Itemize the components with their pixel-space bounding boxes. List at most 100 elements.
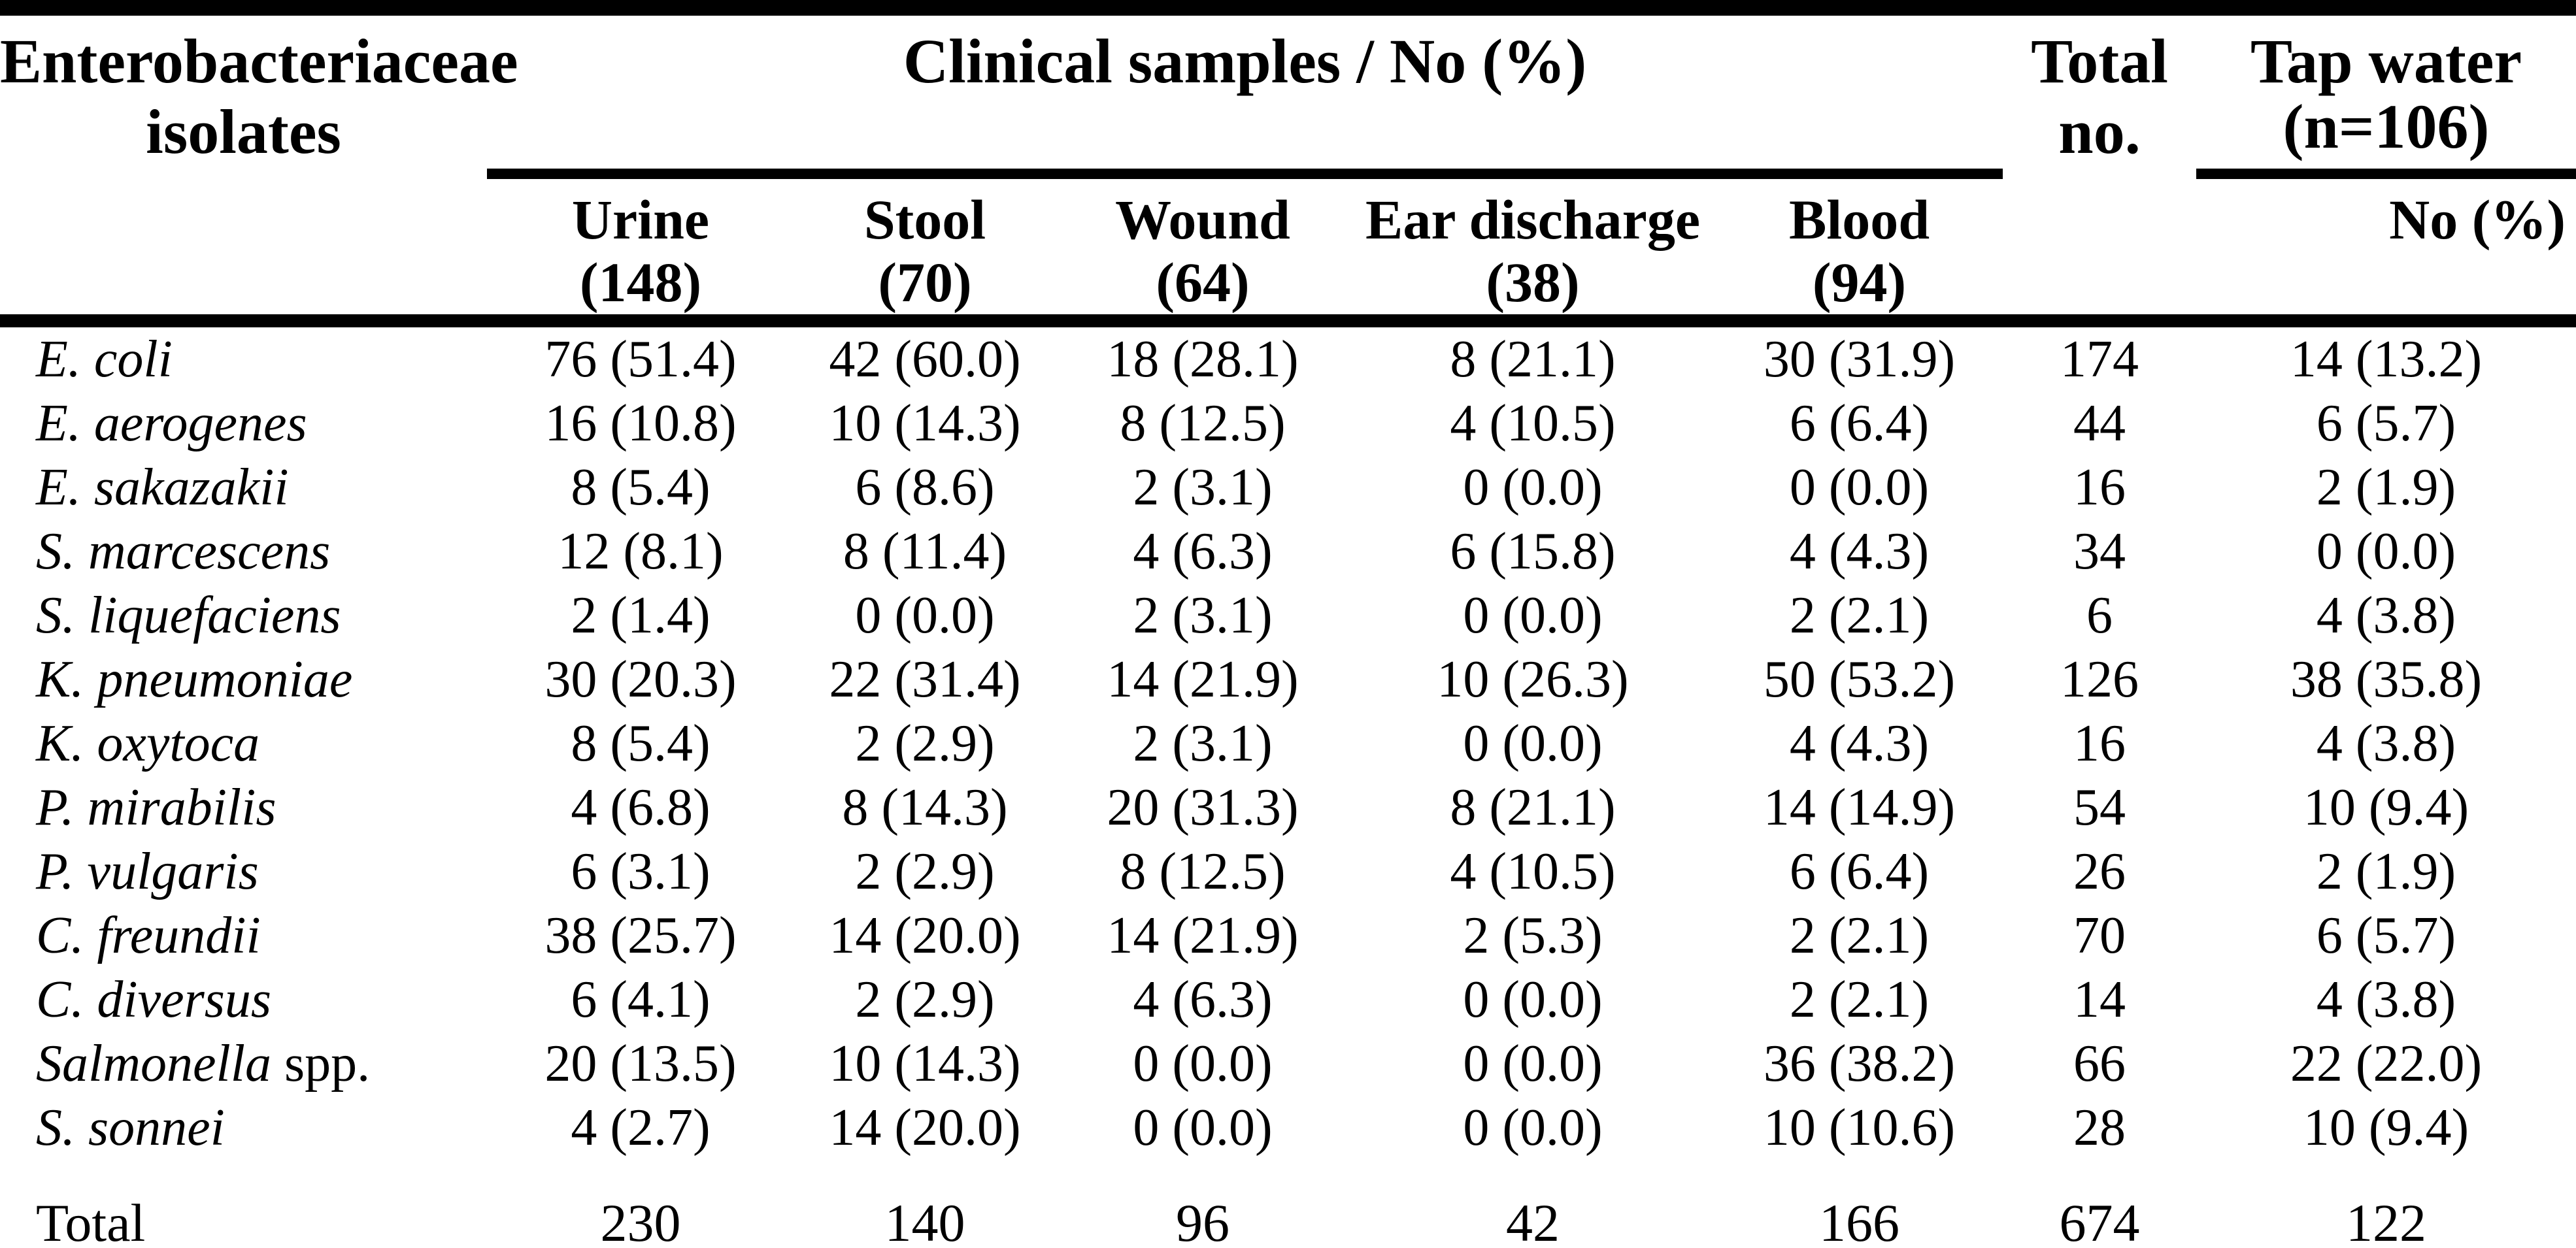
cell-urine: 20 (13.5) bbox=[544, 1034, 737, 1092]
cell-total: 6 bbox=[2086, 586, 2113, 644]
cell-wound: 2 (3.1) bbox=[1133, 714, 1273, 772]
cell-wound: 14 (21.9) bbox=[1107, 650, 1299, 708]
cell-total: 16 bbox=[2073, 714, 2126, 772]
cell-urine: 76 (51.4) bbox=[544, 330, 737, 388]
cell-urine: 6 (4.1) bbox=[571, 970, 711, 1028]
cell-stool: 8 (14.3) bbox=[842, 778, 1008, 836]
header-row-1: Enterobacteriaceae Clinical samples / No… bbox=[0, 8, 2576, 95]
cell-blood: 4 (4.3) bbox=[1789, 714, 1930, 772]
cell-wound: 14 (21.9) bbox=[1107, 906, 1299, 964]
cell-blood: 10 (10.6) bbox=[1763, 1098, 1956, 1157]
cell-blood: 14 (14.9) bbox=[1763, 778, 1956, 836]
cell-stool: 14 (20.0) bbox=[829, 906, 1021, 964]
isolate-name: E. sakazakii bbox=[36, 458, 289, 516]
cell-blood: 50 (53.2) bbox=[1763, 650, 1956, 708]
table-row: E. sakazakii 8 (5.4) 6 (8.6) 2 (3.1) 0 (… bbox=[0, 455, 2576, 519]
cell-wound: 2 (3.1) bbox=[1133, 586, 1273, 644]
cell-urine: 8 (5.4) bbox=[571, 714, 711, 772]
cell-tap: 22 (22.0) bbox=[2290, 1034, 2483, 1092]
isolate-name: C. diversus bbox=[36, 970, 271, 1028]
cell-wound: 2 (3.1) bbox=[1133, 458, 1273, 516]
cell-urine: 4 (2.7) bbox=[571, 1098, 711, 1157]
cell-blood: 4 (4.3) bbox=[1789, 522, 1930, 580]
cell-total: 28 bbox=[2073, 1098, 2126, 1157]
isolate-name: E. aerogenes bbox=[36, 394, 307, 452]
subheader-blood: Blood (94) bbox=[1716, 174, 2003, 327]
cell-tap: 0 (0.0) bbox=[2316, 522, 2456, 580]
table-row: K. oxytoca 8 (5.4) 2 (2.9) 2 (3.1) 0 (0.… bbox=[0, 712, 2576, 776]
cell-total: 34 bbox=[2073, 522, 2126, 580]
cell-urine: 30 (20.3) bbox=[544, 650, 737, 708]
cell-total: 54 bbox=[2073, 778, 2126, 836]
clinical-samples-rule bbox=[487, 95, 2003, 179]
cell-total: 44 bbox=[2073, 394, 2126, 452]
cell-total: 174 bbox=[2060, 330, 2139, 388]
cell-tap: 10 (9.4) bbox=[2303, 778, 2469, 836]
cell-total: 14 bbox=[2073, 970, 2126, 1028]
header-row-2: isolates no. (n=106) bbox=[0, 95, 2576, 179]
table-row: S. marcescens 12 (8.1) 8 (11.4) 4 (6.3) … bbox=[0, 519, 2576, 583]
table-row: Salmonella spp. 20 (13.5) 10 (14.3) 0 (0… bbox=[0, 1032, 2576, 1096]
cell-tap: 6 (5.7) bbox=[2316, 906, 2456, 964]
subheader-stool-count: (70) bbox=[878, 251, 972, 314]
isolate-name: E. coli bbox=[36, 330, 173, 388]
cell-total: 66 bbox=[2073, 1034, 2126, 1092]
cell-blood: 30 (31.9) bbox=[1763, 330, 1956, 388]
subheader-blood-label: Blood bbox=[1788, 188, 1930, 251]
isolate-name: C. freundii bbox=[36, 906, 261, 964]
cell-blood: 6 (6.4) bbox=[1789, 842, 1930, 900]
cell-ear: 8 (21.1) bbox=[1450, 778, 1616, 836]
cell-wound: 4 (6.3) bbox=[1133, 522, 1273, 580]
header-total-line2: no. bbox=[2058, 97, 2141, 167]
isolate-name: Salmonella spp. bbox=[36, 1034, 371, 1092]
cell-stool: 14 (20.0) bbox=[829, 1098, 1021, 1157]
cell-tap: 10 (9.4) bbox=[2303, 1098, 2469, 1157]
subheader-tap-no-pct: No (%) bbox=[2196, 174, 2576, 327]
table-row: S. sonnei 4 (2.7) 14 (20.0) 0 (0.0) 0 (0… bbox=[0, 1096, 2576, 1160]
isolate-name: S. sonnei bbox=[36, 1098, 225, 1157]
cell-tap: 14 (13.2) bbox=[2290, 330, 2483, 388]
cell-wound: 18 (28.1) bbox=[1107, 330, 1299, 388]
total-row: Total 230 140 96 42 166 674 122 bbox=[0, 1160, 2576, 1248]
cell-ear: 0 (0.0) bbox=[1463, 586, 1603, 644]
total-stool: 140 bbox=[884, 1192, 965, 1248]
cell-total: 26 bbox=[2073, 842, 2126, 900]
subheader-stool: Stool (70) bbox=[794, 174, 1056, 327]
subheader-ear-discharge-label: Ear discharge bbox=[1365, 188, 1700, 251]
isolate-name: P. vulgaris bbox=[36, 842, 259, 900]
cell-urine: 6 (3.1) bbox=[571, 842, 711, 900]
table-row: K. pneumoniae 30 (20.3) 22 (31.4) 14 (21… bbox=[0, 648, 2576, 712]
total-total: 674 bbox=[2059, 1192, 2140, 1248]
cell-stool: 10 (14.3) bbox=[829, 1034, 1021, 1092]
cell-ear: 0 (0.0) bbox=[1463, 714, 1603, 772]
cell-tap: 2 (1.9) bbox=[2316, 458, 2456, 516]
total-urine: 230 bbox=[600, 1192, 681, 1248]
header-isolates-line2: isolates bbox=[146, 97, 341, 167]
isolate-name: S. marcescens bbox=[36, 522, 331, 580]
table-row: C. diversus 6 (4.1) 2 (2.9) 4 (6.3) 0 (0… bbox=[0, 968, 2576, 1032]
cell-stool: 8 (11.4) bbox=[843, 522, 1007, 580]
cell-ear: 0 (0.0) bbox=[1463, 1034, 1603, 1092]
isolate-name: P. mirabilis bbox=[36, 778, 276, 836]
table-row: P. vulgaris 6 (3.1) 2 (2.9) 8 (12.5) 4 (… bbox=[0, 840, 2576, 904]
total-wound: 96 bbox=[1176, 1192, 1229, 1248]
cell-urine: 8 (5.4) bbox=[571, 458, 711, 516]
cell-stool: 10 (14.3) bbox=[829, 394, 1021, 452]
subheader-wound-count: (64) bbox=[1156, 251, 1250, 314]
cell-wound: 4 (6.3) bbox=[1133, 970, 1273, 1028]
subheader-urine-count: (148) bbox=[579, 251, 702, 314]
subheader-row: Urine (148) Stool (70) Wound (64) Ear di… bbox=[0, 174, 2576, 327]
subheader-urine: Urine (148) bbox=[487, 174, 794, 327]
cell-ear: 0 (0.0) bbox=[1463, 458, 1603, 516]
header-tap-water-line2: (n=106) bbox=[2196, 95, 2576, 179]
cell-blood: 2 (2.1) bbox=[1789, 970, 1930, 1028]
cell-tap: 4 (3.8) bbox=[2316, 586, 2456, 644]
total-ear: 42 bbox=[1506, 1192, 1560, 1248]
table-row: E. aerogenes 16 (10.8) 10 (14.3) 8 (12.5… bbox=[0, 391, 2576, 455]
table-row: E. coli 76 (51.4) 42 (60.0) 18 (28.1) 8 … bbox=[0, 321, 2576, 391]
total-blood: 166 bbox=[1819, 1192, 1899, 1248]
cell-urine: 2 (1.4) bbox=[571, 586, 711, 644]
cell-ear: 2 (5.3) bbox=[1463, 906, 1603, 964]
cell-urine: 16 (10.8) bbox=[544, 394, 737, 452]
